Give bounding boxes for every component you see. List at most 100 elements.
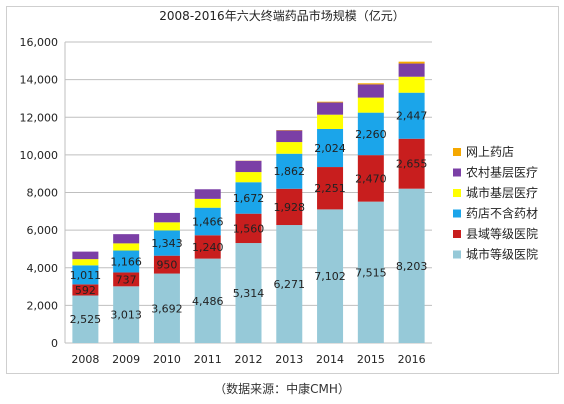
- bar-segment: [317, 101, 344, 103]
- x-axis-tick-labels: 2008 2009 2010 2011 2012 2013 2014 2015 2016: [71, 353, 425, 366]
- y-tick-label: 16,000: [20, 36, 59, 49]
- legend-label: 网上药店: [466, 145, 514, 159]
- bar-segment: [113, 250, 140, 273]
- y-tick-label: 14,000: [20, 74, 59, 87]
- bars: [72, 61, 425, 343]
- data-label: 2,251: [314, 182, 346, 195]
- bar-segment: [235, 182, 262, 214]
- data-label: 950: [156, 259, 177, 272]
- bar-segment: [113, 243, 140, 251]
- y-tick-label: 0: [51, 337, 58, 350]
- bar-segment: [398, 61, 425, 64]
- bar-segment: [398, 138, 425, 189]
- chart-title: 2008-2016年六大终端药品市场规模（亿元）: [159, 9, 405, 23]
- bar-segment: [235, 213, 262, 244]
- bar-segment: [317, 209, 344, 343]
- x-tick-label: 2015: [357, 353, 385, 366]
- legend-swatch: [453, 148, 461, 156]
- bar-segment: [276, 142, 303, 154]
- y-tick-label: 4,000: [27, 262, 59, 275]
- bar-segment: [72, 265, 99, 285]
- data-label: 4,486: [192, 295, 224, 308]
- x-tick-label: 2013: [275, 353, 303, 366]
- legend-swatch: [453, 230, 461, 238]
- data-label: 7,515: [355, 266, 387, 279]
- data-label: 3,692: [151, 302, 183, 315]
- data-label: 592: [75, 284, 96, 297]
- data-label: 1,560: [233, 222, 265, 235]
- bar-segment: [357, 112, 384, 156]
- data-label: 1,240: [192, 241, 224, 254]
- bar-segment: [194, 207, 221, 236]
- data-label: 1,862: [274, 165, 306, 178]
- bar-segment: [194, 235, 221, 259]
- x-tick-label: 2014: [316, 353, 344, 366]
- data-label: 1,166: [110, 255, 142, 268]
- legend-swatch: [453, 168, 461, 177]
- bar-segment: [153, 222, 180, 231]
- x-tick-label: 2008: [71, 353, 99, 366]
- bar-segment: [113, 272, 140, 287]
- bar-segment: [276, 188, 303, 226]
- bar-segment: [357, 97, 384, 113]
- bar-segment: [72, 295, 99, 343]
- bar-segment: [194, 258, 221, 343]
- x-tick-label: 2009: [112, 353, 140, 366]
- bar-segment: [357, 83, 384, 85]
- y-tick-label: 6,000: [27, 224, 59, 237]
- data-label: 1,343: [151, 237, 183, 250]
- y-tick-label: 10,000: [20, 149, 59, 162]
- data-label: 5,314: [233, 287, 265, 300]
- data-label: 737: [116, 273, 137, 286]
- bar-segment: [357, 84, 384, 98]
- bar-segment: [357, 201, 384, 343]
- bar-segment: [153, 255, 180, 274]
- x-tick-label: 2010: [153, 353, 181, 366]
- data-label: 2,655: [396, 158, 428, 171]
- bar-segment: [398, 63, 425, 77]
- bar-segment: [194, 189, 221, 199]
- bar-segment: [194, 198, 221, 208]
- legend-label: 药店不含药材: [466, 206, 538, 221]
- bar-segment: [235, 243, 262, 343]
- data-label: 2,260: [355, 128, 387, 141]
- bar-segment: [235, 160, 262, 173]
- x-tick-label: 2011: [194, 353, 222, 366]
- bar-segment: [317, 114, 344, 129]
- bar-segment: [235, 172, 262, 183]
- data-label: 6,271: [274, 278, 306, 291]
- data-labels: 2,525 592 1,011 3,013 737 1,166 3,692 950 1,343 4…: [70, 110, 428, 327]
- bar-segment: [317, 128, 344, 168]
- x-tick-label: 2016: [398, 353, 426, 366]
- y-tick-label: 12,000: [20, 111, 59, 124]
- data-label: 2,024: [314, 142, 346, 155]
- bar-segment: [276, 225, 303, 343]
- bar-segment: [72, 259, 99, 266]
- bar-segment: [317, 167, 344, 210]
- legend-swatch: [453, 189, 461, 197]
- y-axis-tick-labels: 0 2,000 4,000 6,000 8,000 10,000 12,000 14,000 1…: [20, 36, 59, 350]
- data-label: 2,525: [70, 313, 102, 326]
- bar-segment: [276, 130, 303, 143]
- legend-label: 城市等级医院: [466, 247, 538, 262]
- bar-segment: [317, 102, 344, 115]
- y-tick-label: 2,000: [27, 299, 59, 312]
- bar-segment: [398, 188, 425, 343]
- bar-segment: [153, 230, 180, 256]
- data-label: 7,102: [314, 270, 346, 283]
- bar-segment: [153, 212, 180, 223]
- legend-swatch: [453, 250, 461, 259]
- legend-label: 农村基层医疗: [466, 166, 538, 180]
- bar-segment: [398, 76, 425, 93]
- bar-segment: [357, 155, 384, 202]
- data-label: 1,011: [70, 269, 102, 282]
- bar-segment: [72, 284, 99, 296]
- data-label: 2,470: [355, 172, 387, 185]
- data-label: 1,466: [192, 215, 224, 228]
- source-note: （数据来源：中康CMH）: [214, 382, 350, 396]
- y-tick-label: 8,000: [27, 187, 59, 200]
- bar-segment: [153, 273, 180, 343]
- bar-segment: [398, 92, 425, 139]
- bar-segment: [113, 286, 140, 343]
